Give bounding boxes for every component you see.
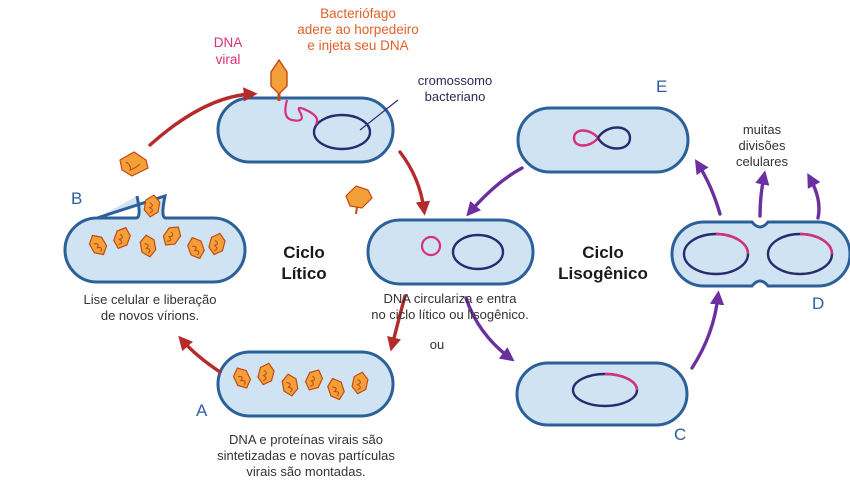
svg-text:cromossomo: cromossomo	[418, 73, 492, 88]
lysogenic-arrows	[464, 159, 821, 370]
svg-text:viral: viral	[216, 52, 241, 67]
circular-viral-dna	[420, 235, 442, 257]
circularize-caption: DNA circulariza e entra no ciclo lítico …	[371, 291, 529, 322]
svg-text:Bacteriófago: Bacteriófago	[320, 6, 396, 21]
divisions-caption: muitas divisões celulares	[736, 122, 789, 169]
svg-text:Lisogênico: Lisogênico	[558, 264, 648, 283]
synthesis-caption: DNA e proteínas virais são sintetizadas …	[217, 432, 395, 479]
svg-text:sintetizadas e novas partícula: sintetizadas e novas partículas	[217, 448, 395, 463]
free-phage	[345, 185, 373, 215]
svg-text:celulares: celulares	[736, 154, 789, 169]
bacterial-chromosome	[312, 113, 372, 151]
svg-text:muitas: muitas	[743, 122, 782, 137]
chromosome-pointer	[359, 99, 399, 131]
svg-text:adere ao horpedeiro: adere ao horpedeiro	[297, 22, 419, 37]
svg-text:Ciclo: Ciclo	[283, 243, 325, 262]
svg-text:Lise celular e liberação: Lise celular e liberação	[84, 292, 217, 307]
free-phage	[119, 151, 149, 177]
stage-letter-c: C	[674, 425, 686, 444]
svg-text:no ciclo lítico ou lisogênico.: no ciclo lítico ou lisogênico.	[371, 307, 529, 322]
cell-circularization	[366, 218, 535, 286]
cell-infection	[216, 96, 395, 164]
svg-text:DNA: DNA	[214, 35, 243, 50]
cell-dividing	[670, 220, 850, 288]
svg-text:Lítico: Lítico	[281, 264, 326, 283]
lysogenic-cycle-title: Ciclo Lisogênico	[558, 243, 648, 283]
or-label: ou	[430, 337, 444, 352]
cell-integration	[515, 361, 689, 427]
integrated-prophage	[604, 372, 639, 391]
stage-letter-d: D	[812, 294, 824, 313]
svg-text:Ciclo: Ciclo	[582, 243, 624, 262]
stage-letter-a: A	[196, 401, 208, 420]
cell-synthesis	[216, 350, 395, 418]
svg-text:DNA circulariza e entra: DNA circulariza e entra	[384, 291, 518, 306]
stage-letter-b: B	[71, 189, 82, 208]
lysis-caption: Lise celular e liberação de novos vírion…	[84, 292, 217, 323]
phage-caption: Bacteriófago adere ao horpedeiro e injet…	[297, 6, 419, 53]
bacterial-chromosome	[451, 233, 505, 271]
cell-lysis	[63, 193, 247, 284]
svg-text:virais são montadas.: virais são montadas.	[246, 464, 365, 479]
svg-text:e injeta seu DNA: e injeta seu DNA	[307, 38, 408, 53]
cell-plasmid	[516, 106, 690, 174]
lytic-cycle-title: Ciclo Lítico	[281, 243, 326, 283]
svg-text:divisões: divisões	[739, 138, 786, 153]
chromosome-label: cromossomo bacteriano	[418, 73, 492, 104]
lytic-arrows	[148, 87, 431, 374]
svg-text:bacteriano: bacteriano	[425, 89, 486, 104]
injected-viral-dna	[284, 99, 319, 125]
viral-dna-label: DNA viral	[214, 35, 243, 67]
svg-text:de novos vírions.: de novos vírions.	[101, 308, 199, 323]
bacteriophage-attached	[270, 58, 288, 101]
svg-text:DNA e proteínas virais são: DNA e proteínas virais são	[229, 432, 383, 447]
stage-letter-e: E	[656, 77, 667, 96]
